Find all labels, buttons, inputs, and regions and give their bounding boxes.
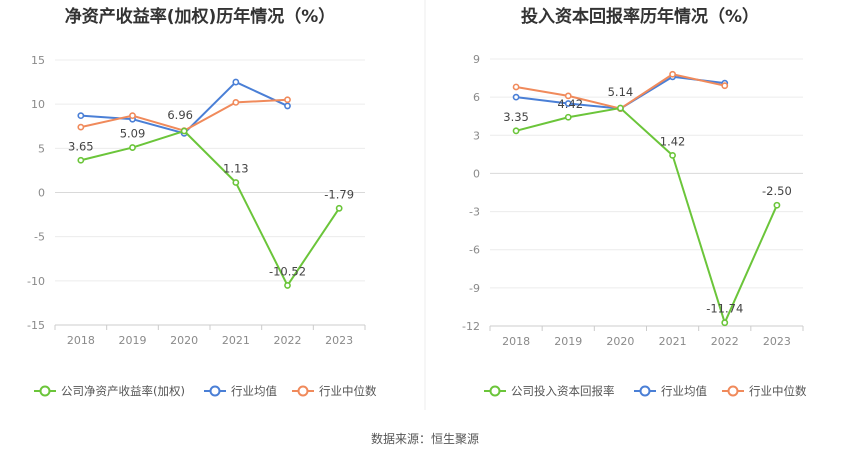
data-label: 5.09 <box>120 127 146 141</box>
y-tick-label: -9 <box>469 282 480 295</box>
x-tick-label: 2020 <box>170 334 198 347</box>
y-tick-label: -5 <box>34 231 45 244</box>
roe-chart-panel: 净资产收益率(加权)历年情况（%） 15 10 5 0 -5 -10 -15 2018 2019 2… <box>27 6 377 398</box>
legend-label: 行业中位数 <box>319 384 377 398</box>
legend-item[interactable]: 行业均值 <box>204 384 277 398</box>
data-point[interactable] <box>77 156 85 164</box>
data-point[interactable] <box>721 319 729 327</box>
legend-item[interactable]: 行业中位数 <box>292 384 377 398</box>
legend-marker <box>727 385 739 397</box>
data-point[interactable] <box>232 99 240 106</box>
data-label: 6.96 <box>167 108 193 122</box>
data-label: -1.79 <box>324 187 354 201</box>
data-point[interactable] <box>512 93 520 101</box>
data-label: 1.42 <box>660 134 686 148</box>
data-point[interactable] <box>77 123 85 131</box>
y-tick-label: 0 <box>38 187 45 200</box>
roic-chart-panel: 投入资本回报率历年情况（%） 9 6 3 0 -3 -6 -9 -12 2018 2019 2020 2… <box>462 6 807 398</box>
x-tick-label: 2022 <box>274 334 302 347</box>
x-tick-label: 2018 <box>502 335 530 348</box>
data-point[interactable] <box>129 144 136 151</box>
chart-title: 投入资本回报率历年情况（%） <box>521 6 759 27</box>
data-label: -11.74 <box>706 302 743 316</box>
data-point[interactable] <box>773 201 781 209</box>
legend-label: 公司净资产收益率(加权) <box>61 384 185 398</box>
data-point[interactable] <box>669 151 676 159</box>
y-tick-label: -6 <box>469 244 480 257</box>
data-point[interactable] <box>284 96 291 104</box>
data-label: 3.65 <box>68 139 94 153</box>
legend-label: 行业中位数 <box>749 384 807 398</box>
data-label: 1.13 <box>223 162 249 176</box>
data-point[interactable] <box>284 282 291 289</box>
y-tick-label: 10 <box>31 98 45 111</box>
y-tick-label: -10 <box>27 275 45 288</box>
y-tick-label: 9 <box>473 53 480 66</box>
y-tick-label: 3 <box>473 129 480 142</box>
data-label: 3.35 <box>503 110 529 124</box>
y-tick-label: -3 <box>469 206 480 219</box>
data-point[interactable] <box>180 127 188 135</box>
legend-marker <box>489 385 501 397</box>
data-label: 4.42 <box>557 97 583 111</box>
data-point[interactable] <box>512 83 520 91</box>
data-point[interactable] <box>129 112 136 120</box>
data-point[interactable] <box>721 82 729 90</box>
legend-item[interactable]: 行业中位数 <box>722 384 807 398</box>
x-tick-label: 2021 <box>659 335 687 348</box>
y-tick-label: -12 <box>462 320 480 333</box>
legend-item[interactable]: 行业均值 <box>634 384 707 398</box>
data-point[interactable] <box>564 113 572 121</box>
data-label: 5.14 <box>608 85 634 99</box>
x-tick-label: 2022 <box>711 335 739 348</box>
legend-item[interactable]: 公司净资产收益率(加权) <box>34 384 185 398</box>
legend-label: 行业均值 <box>661 384 707 398</box>
legend-label: 公司投入资本回报率 <box>511 384 615 398</box>
y-tick-label: 15 <box>31 54 45 67</box>
x-tick-label: 2018 <box>67 334 95 347</box>
source-label: 数据来源：恒生聚源 <box>371 431 479 446</box>
series-line <box>515 107 778 324</box>
legend-label: 行业均值 <box>231 384 277 398</box>
chart-title: 净资产收益率(加权)历年情况（%） <box>65 6 336 27</box>
x-tick-label: 2021 <box>222 334 250 347</box>
data-point[interactable] <box>335 204 343 212</box>
data-point[interactable] <box>232 78 240 86</box>
data-label: -10.52 <box>269 264 306 278</box>
data-point[interactable] <box>512 127 520 135</box>
x-tick-label: 2023 <box>763 335 791 348</box>
data-point[interactable] <box>564 92 572 100</box>
y-tick-label: -15 <box>27 319 45 332</box>
data-point[interactable] <box>284 102 291 110</box>
legend-marker <box>39 385 51 397</box>
legend-marker <box>639 385 651 397</box>
x-tick-label: 2020 <box>606 335 634 348</box>
y-tick-label: 5 <box>38 142 45 155</box>
legend-item[interactable]: 公司投入资本回报率 <box>484 384 615 398</box>
data-point[interactable] <box>232 179 240 186</box>
data-point[interactable] <box>564 100 572 107</box>
x-tick-label: 2019 <box>554 335 582 348</box>
x-tick-label: 2019 <box>119 334 147 347</box>
data-point[interactable] <box>669 70 676 78</box>
legend-marker <box>297 385 309 397</box>
data-point[interactable] <box>617 104 624 112</box>
data-point[interactable] <box>77 112 85 120</box>
y-tick-label: 6 <box>473 91 480 104</box>
series-line <box>80 130 340 287</box>
legend-marker <box>209 385 221 397</box>
y-tick-label: 0 <box>473 167 480 180</box>
data-label: -2.50 <box>762 184 792 198</box>
x-tick-label: 2023 <box>325 334 353 347</box>
